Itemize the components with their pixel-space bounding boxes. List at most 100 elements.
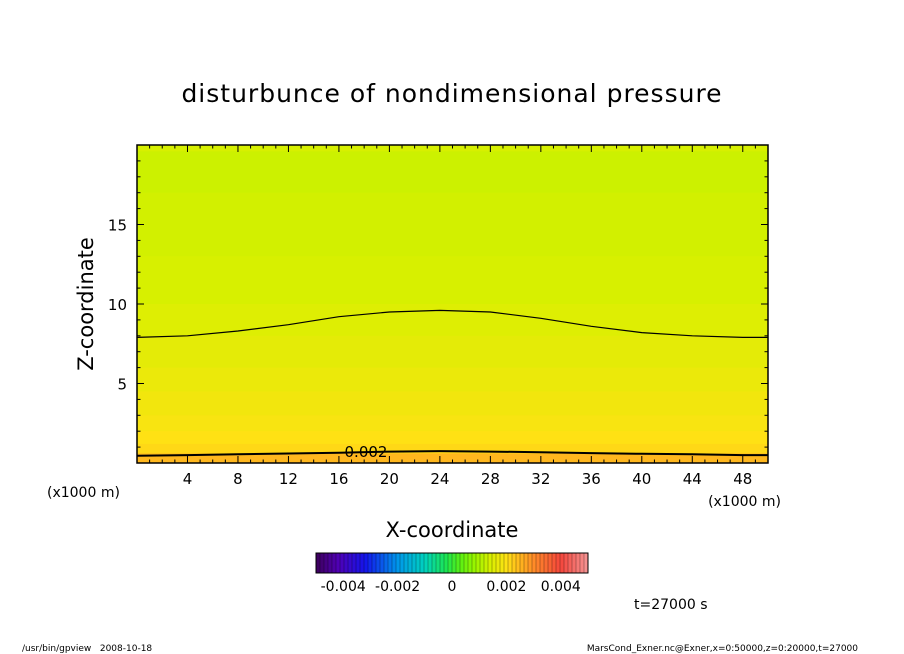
colorbar-swatch xyxy=(320,553,325,573)
colorbar-swatch xyxy=(484,553,489,573)
x-tick-label-48: 48 xyxy=(733,470,752,488)
colorbar-swatch xyxy=(492,553,497,573)
y-tick-label-5: 5 xyxy=(117,376,127,394)
y-tick-label-15: 15 xyxy=(108,217,127,235)
colorbar-swatch xyxy=(360,553,365,573)
axis-ticks xyxy=(137,145,768,463)
colorbar-swatch xyxy=(512,553,517,573)
colorbar-swatch xyxy=(332,553,337,573)
x-tick-label-36: 36 xyxy=(582,470,601,488)
colorbar-swatch xyxy=(396,553,401,573)
x-axis-label: X-coordinate xyxy=(386,518,519,542)
colorbar-swatch xyxy=(444,553,449,573)
y-axis-label: Z-coordinate xyxy=(74,237,98,371)
x-tick-label-4: 4 xyxy=(183,470,193,488)
colorbar-swatch xyxy=(456,553,461,573)
chart-title: disturbunce of nondimensional pressure xyxy=(181,79,722,108)
contour-label: 0.002 xyxy=(345,443,388,461)
y-tick-label-10: 10 xyxy=(108,296,127,314)
colorbar-swatch xyxy=(496,553,501,573)
colorbar xyxy=(315,553,589,573)
colorbar-swatch xyxy=(368,553,373,573)
x-unit-right: (x1000 m) xyxy=(708,494,781,510)
x-unit-left: (x1000 m) xyxy=(47,485,120,501)
colorbar-swatch xyxy=(316,553,321,573)
colorbar-swatch xyxy=(532,553,537,573)
heatmap-band-11 xyxy=(137,453,768,464)
colorbar-swatch xyxy=(520,553,525,573)
heatmap-band-7 xyxy=(137,391,768,416)
colorbar-swatch xyxy=(528,553,533,573)
heatmap-band-8 xyxy=(137,415,768,432)
colorbar-swatch xyxy=(336,553,341,573)
heatmap-band-2 xyxy=(137,192,768,257)
colorbar-swatch xyxy=(540,553,545,573)
x-tick-label-20: 20 xyxy=(380,470,399,488)
colorbar-swatch xyxy=(476,553,481,573)
x-tick-labels: 4 8 12 16 20 24 28 32 36 40 44 48 xyxy=(183,470,753,488)
contour-line-lower xyxy=(137,450,768,457)
colorbar-label-1: -0.002 xyxy=(375,579,420,595)
contour-lines xyxy=(137,309,768,457)
x-tick-label-24: 24 xyxy=(430,470,449,488)
colorbar-swatch xyxy=(572,553,577,573)
colorbar-swatch xyxy=(432,553,437,573)
colorbar-swatch xyxy=(472,553,477,573)
x-tick-label-44: 44 xyxy=(683,470,702,488)
colorbar-swatch xyxy=(548,553,553,573)
colorbar-swatch xyxy=(388,553,393,573)
colorbar-swatch xyxy=(324,553,329,573)
colorbar-swatch xyxy=(356,553,361,573)
colorbar-swatch xyxy=(568,553,573,573)
colorbar-swatch xyxy=(408,553,413,573)
plot-area xyxy=(137,145,768,464)
heatmap-band-3 xyxy=(137,256,768,305)
colorbar-swatch xyxy=(436,553,441,573)
colorbar-swatch xyxy=(416,553,421,573)
colorbar-swatch xyxy=(372,553,377,573)
x-tick-label-40: 40 xyxy=(632,470,651,488)
colorbar-swatch xyxy=(544,553,549,573)
colorbar-swatch xyxy=(328,553,333,573)
colorbar-swatch xyxy=(516,553,521,573)
colorbar-swatch xyxy=(552,553,557,573)
time-label: t=27000 s xyxy=(634,597,708,613)
colorbar-swatch xyxy=(556,553,561,573)
colorbar-swatch xyxy=(576,553,581,573)
colorbar-swatch xyxy=(500,553,505,573)
colorbar-swatch xyxy=(468,553,473,573)
colorbar-swatch xyxy=(488,553,493,573)
colorbar-label-0: -0.004 xyxy=(321,579,366,595)
colorbar-swatch xyxy=(392,553,397,573)
colorbar-swatch xyxy=(376,553,381,573)
colorbar-swatch xyxy=(412,553,417,573)
y-tick-labels: 5 10 15 xyxy=(108,217,127,394)
colorbar-swatch xyxy=(384,553,389,573)
colorbar-swatch xyxy=(344,553,349,573)
colorbar-swatch xyxy=(508,553,513,573)
colorbar-swatch xyxy=(580,553,585,573)
heatmap-band-1 xyxy=(137,151,768,194)
colorbar-frame xyxy=(315,552,589,574)
colorbar-swatch xyxy=(464,553,469,573)
colorbar-swatch xyxy=(452,553,457,573)
colorbar-swatch xyxy=(364,553,369,573)
heatmap-band-6 xyxy=(137,367,768,392)
colorbar-swatch xyxy=(524,553,529,573)
colorbar-label-4: 0.004 xyxy=(541,579,581,595)
colorbar-swatch xyxy=(584,553,589,573)
footer-left: /usr/bin/gpview 2008-10-18 xyxy=(22,644,152,654)
colorbar-swatch xyxy=(504,553,509,573)
x-tick-label-28: 28 xyxy=(481,470,500,488)
colorbar-swatch xyxy=(536,553,541,573)
colorbar-swatch xyxy=(404,553,409,573)
colorbar-label-3: 0.002 xyxy=(486,579,526,595)
colorbar-swatch xyxy=(420,553,425,573)
heatmap-band-10 xyxy=(137,443,768,454)
colorbar-labels: -0.004 -0.002 0 0.002 0.004 xyxy=(321,579,581,595)
colorbar-swatch xyxy=(348,553,353,573)
colorbar-label-2: 0 xyxy=(448,579,457,595)
colorbar-swatch xyxy=(352,553,357,573)
colorbar-swatch xyxy=(380,553,385,573)
